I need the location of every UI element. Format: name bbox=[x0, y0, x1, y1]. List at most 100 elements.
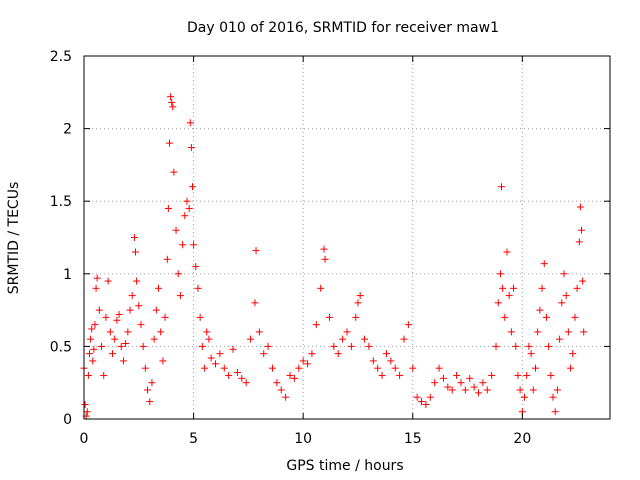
data-point bbox=[117, 342, 125, 350]
data-point bbox=[295, 364, 303, 372]
data-point bbox=[382, 350, 390, 358]
data-point bbox=[225, 371, 233, 379]
y-tick-label: 2 bbox=[63, 122, 72, 138]
data-point bbox=[183, 197, 191, 205]
data-point bbox=[87, 335, 95, 343]
data-point bbox=[165, 139, 173, 147]
data-point bbox=[483, 386, 491, 394]
data-point bbox=[170, 168, 178, 176]
data-point bbox=[122, 339, 130, 347]
data-point bbox=[290, 374, 298, 382]
data-point bbox=[115, 310, 123, 318]
data-point bbox=[439, 374, 447, 382]
data-point bbox=[413, 393, 421, 401]
data-point bbox=[255, 328, 263, 336]
x-axis-label: GPS time / hours bbox=[286, 458, 403, 474]
x-tick-label: 15 bbox=[404, 431, 422, 447]
data-point bbox=[553, 386, 561, 394]
x-axis-tick-labels: 0 5 10 15 20 bbox=[80, 431, 532, 447]
data-point bbox=[470, 383, 478, 391]
data-point bbox=[525, 342, 533, 350]
data-point bbox=[201, 364, 209, 372]
data-point bbox=[186, 119, 194, 127]
data-point bbox=[141, 364, 149, 372]
data-point bbox=[330, 342, 338, 350]
data-point bbox=[523, 371, 531, 379]
data-point bbox=[150, 335, 158, 343]
data-point bbox=[238, 374, 246, 382]
data-point bbox=[321, 255, 329, 263]
data-point bbox=[167, 93, 175, 101]
data-point bbox=[81, 400, 89, 408]
data-point bbox=[431, 379, 439, 387]
data-point bbox=[542, 313, 550, 321]
data-point bbox=[547, 371, 555, 379]
data-point bbox=[576, 203, 584, 211]
data-point bbox=[499, 284, 507, 292]
data-point bbox=[100, 371, 108, 379]
data-point bbox=[444, 383, 452, 391]
axis-ticks bbox=[83, 55, 610, 420]
data-point bbox=[247, 335, 255, 343]
data-point bbox=[203, 328, 211, 336]
data-point bbox=[92, 284, 100, 292]
data-point bbox=[347, 342, 355, 350]
data-point bbox=[113, 316, 121, 324]
data-point bbox=[334, 350, 342, 358]
data-point bbox=[139, 342, 147, 350]
data-point bbox=[130, 234, 138, 241]
y-tick-label: 0 bbox=[63, 412, 72, 428]
data-point bbox=[573, 284, 581, 292]
data-point bbox=[194, 284, 202, 292]
data-point bbox=[220, 364, 228, 372]
data-point bbox=[575, 238, 583, 246]
data-point bbox=[435, 364, 443, 372]
data-point bbox=[144, 386, 152, 394]
data-point bbox=[282, 393, 290, 401]
data-point bbox=[343, 328, 351, 336]
data-point bbox=[124, 328, 132, 336]
data-point bbox=[93, 274, 101, 282]
data-point bbox=[374, 364, 382, 372]
data-point bbox=[354, 299, 362, 307]
data-point bbox=[176, 292, 184, 300]
data-point bbox=[400, 335, 408, 343]
data-point bbox=[98, 342, 106, 350]
data-point bbox=[172, 226, 180, 234]
data-point bbox=[164, 204, 172, 212]
data-point bbox=[549, 393, 557, 401]
data-point bbox=[146, 398, 154, 406]
data-point bbox=[453, 371, 461, 379]
data-point bbox=[516, 386, 524, 394]
data-point bbox=[461, 386, 469, 394]
data-point bbox=[163, 255, 171, 263]
data-point bbox=[104, 277, 112, 285]
chart-title: Day 010 of 2016, SRMTID for receiver maw… bbox=[187, 20, 499, 36]
y-tick-label: 0.5 bbox=[50, 339, 72, 355]
data-point bbox=[126, 306, 134, 314]
data-point bbox=[161, 313, 169, 321]
data-point bbox=[404, 321, 412, 329]
data-point bbox=[448, 386, 456, 394]
data-point bbox=[361, 335, 369, 343]
data-point bbox=[551, 408, 559, 416]
data-point bbox=[545, 342, 553, 350]
data-point bbox=[157, 328, 165, 336]
plot-frame bbox=[83, 55, 611, 420]
data-point bbox=[567, 364, 575, 372]
data-point bbox=[132, 248, 140, 256]
data-point bbox=[492, 342, 500, 350]
data-point bbox=[507, 328, 515, 336]
data-point bbox=[260, 350, 268, 358]
data-point bbox=[320, 245, 328, 253]
data-point bbox=[503, 248, 511, 256]
data-point bbox=[95, 306, 103, 314]
data-point bbox=[90, 345, 98, 353]
data-point bbox=[579, 277, 587, 285]
data-point bbox=[207, 354, 215, 362]
y-tick-label: 2.5 bbox=[50, 49, 72, 65]
data-point bbox=[317, 284, 325, 292]
data-point bbox=[89, 357, 97, 365]
data-point bbox=[325, 313, 333, 321]
data-point bbox=[181, 212, 189, 220]
